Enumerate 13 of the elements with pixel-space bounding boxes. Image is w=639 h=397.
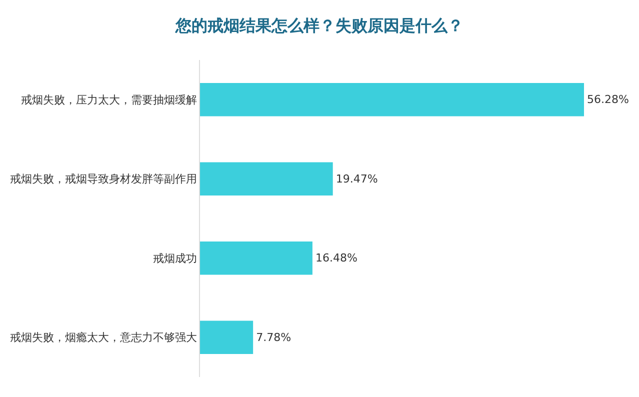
data-label: 16.48% [315, 252, 358, 265]
data-label: 19.47% [336, 172, 378, 186]
bar [200, 82, 584, 116]
data-label: 56.28% [587, 93, 629, 106]
bar [200, 320, 254, 354]
y-tick-label: 戒烟失败，烟瘾太大，意志力不够强大 [10, 331, 197, 344]
y-tick-label: 戒烟成功 [152, 252, 197, 265]
y-tick-label: 戒烟失败，压力太大，需要抽烟缓解 [20, 93, 197, 106]
chart-title: 您的戒烟结果怎么样？失败原因是什么？ [174, 16, 464, 36]
bar [200, 162, 333, 196]
y-tick-label: 戒烟失败，戒烟导致身材发胖等副作用 [10, 172, 197, 186]
data-label: 7.78% [256, 330, 292, 344]
bar [200, 241, 312, 275]
